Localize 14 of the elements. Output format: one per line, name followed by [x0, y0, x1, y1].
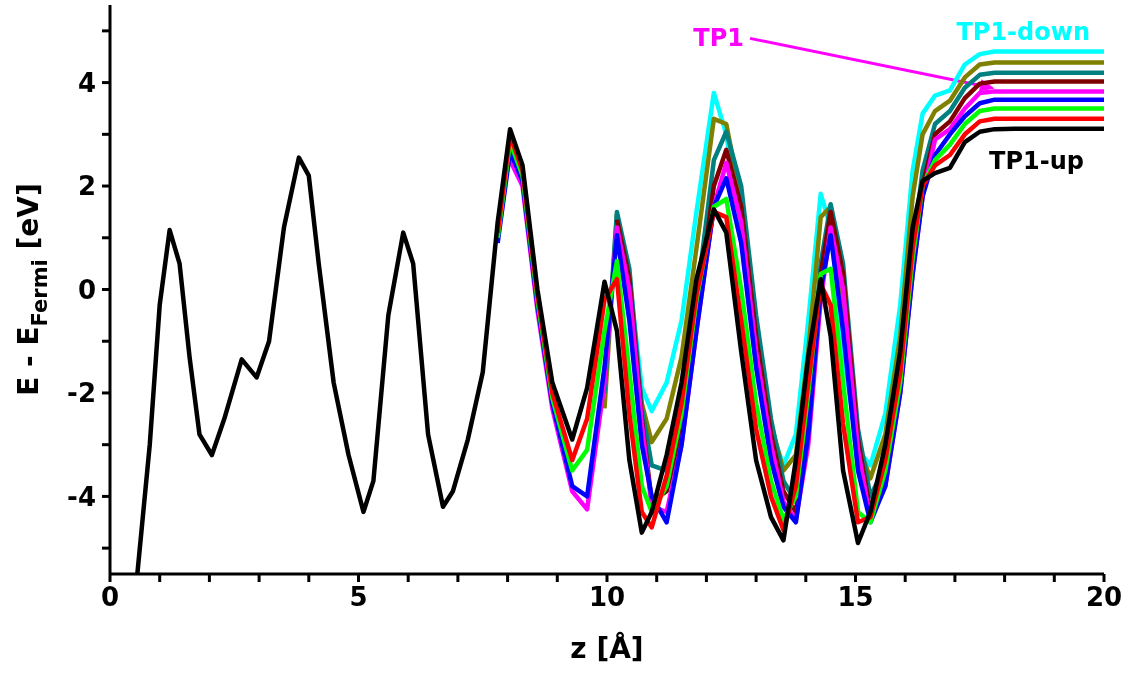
x-tick-label: 20: [1085, 582, 1123, 613]
y-tick-label: 2: [77, 171, 96, 202]
x-axis-title: z [Å]: [570, 631, 644, 665]
x-tick-label: 10: [588, 582, 626, 613]
y-tick-label: -2: [67, 378, 96, 409]
text: TP1: [693, 24, 744, 53]
y-tick-label: 0: [77, 274, 96, 305]
x-tick-label: 5: [349, 582, 368, 613]
y-tick-label: -4: [67, 481, 96, 512]
x-tick-label: 0: [100, 582, 120, 613]
series-label: TP1-up: [989, 146, 1084, 175]
series-label: TP1-down: [956, 17, 1090, 46]
y-tick-label: 4: [77, 67, 96, 98]
x-tick-label: 15: [837, 582, 874, 613]
